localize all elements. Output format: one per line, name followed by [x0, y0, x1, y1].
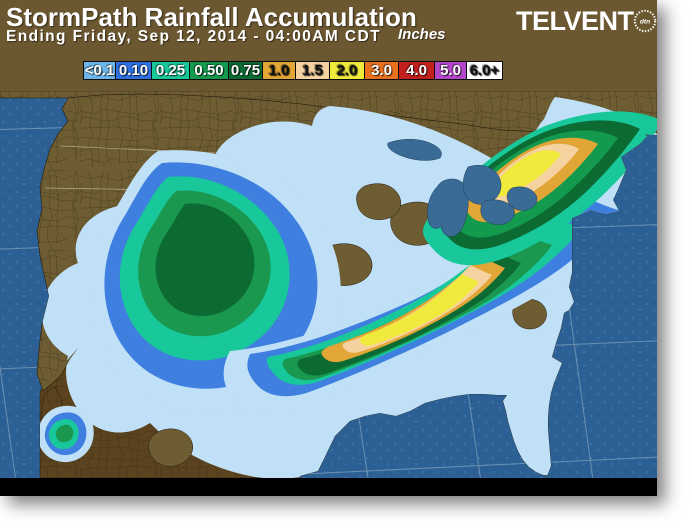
svg-text:dtn: dtn [640, 18, 650, 25]
